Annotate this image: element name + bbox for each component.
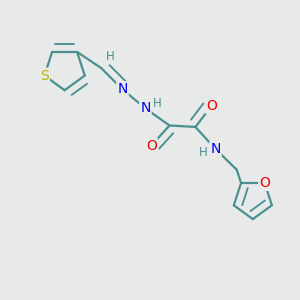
- Text: H: H: [106, 50, 115, 63]
- Text: O: O: [146, 139, 157, 152]
- Text: O: O: [206, 99, 217, 113]
- Text: N: N: [140, 101, 151, 116]
- Text: O: O: [259, 176, 270, 190]
- Text: N: N: [210, 142, 220, 156]
- Text: N: N: [117, 82, 128, 96]
- Text: H: H: [199, 146, 208, 159]
- Text: S: S: [40, 69, 49, 82]
- Text: H: H: [153, 98, 162, 110]
